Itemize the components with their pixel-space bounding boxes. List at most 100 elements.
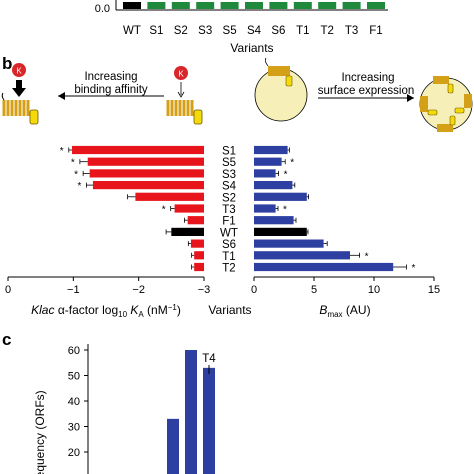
ka-bar-s3 [89,169,204,178]
c-bar [185,350,197,474]
top-strip-s6 [269,2,288,9]
top-category-s3: S3 [198,25,212,37]
variant-label-s2: S2 [222,192,236,204]
expression-arrow: Increasing surface expression [318,72,415,102]
top-strip-s2 [171,2,190,9]
ka-bar-f1 [187,216,204,225]
membrane-receptor-icon [1,92,39,125]
c-bars [167,350,215,474]
bmax-bar-s3 [254,169,276,178]
panel-b-label: b [2,54,12,73]
ka-label-part: −1 [168,303,178,312]
frequency-chart: 20 30 40 50 60 T4 Frequency (ORFs) [33,344,216,474]
top-category-wt: WT [123,25,141,37]
ka-significance-star: * [71,158,75,169]
ka-significance-star: * [74,169,78,180]
top-category-s6: S6 [271,25,285,37]
bmax-bar-t3 [254,204,276,213]
top-category-f1: F1 [369,25,382,37]
arrow-left-line2: binding affinity [74,84,148,96]
top-category-s4: S4 [247,25,262,37]
arrow-left-line1: Increasing [84,71,137,83]
top-strip-wt [123,2,141,9]
cell-surface-cartoon: Increasing surface expression [254,57,473,132]
variant-label-s1: S1 [222,146,236,158]
panel-c-label: c [2,330,11,349]
ka-label-part: A [138,310,144,319]
c-tick-label: 30 [68,422,80,434]
ka-bar-t2 [194,262,204,272]
arrow-right-line2: surface expression [318,85,415,97]
receptor-binding-cartoon: K K [1,63,203,125]
top-category-t3: T3 [345,25,358,37]
c-y-ticks: 20 30 40 50 60 [68,345,88,459]
variant-label-t2: T2 [222,263,235,275]
top-strip-s4 [245,2,263,9]
ka-bar-s1 [72,145,204,155]
ka-bar-s2 [135,192,204,201]
top-strip-t1 [293,2,312,9]
bmax-bars: ***** [254,145,415,274]
arrow-right-line1: Increasing [341,72,394,84]
ka-bar-s5 [87,157,204,166]
top-category-s5: S5 [223,25,237,37]
bmax-tick-label: 10 [368,284,380,296]
top-x-axis-label: Variants [230,41,273,55]
top-category-s1: S1 [149,25,163,37]
bmax-significance-star: * [365,251,369,262]
membrane-receptor-icon-2 [166,100,203,125]
bmax-bar-t1 [254,251,350,260]
ka-label-part: ) [177,303,181,317]
ka-bar-t1 [194,251,204,260]
variant-label-s5: S5 [222,157,236,169]
c-tick-label: 40 [68,396,80,408]
ka-significance-star: * [162,205,166,216]
bmax-label-part: (AU) [343,303,371,317]
top-category-t2: T2 [320,25,333,37]
svg-text:K: K [16,67,22,76]
ka-label-part: α-factor log [54,303,118,317]
ka-label-part: K [127,303,139,317]
bmax-label-part: B [319,303,327,317]
ka-label-part: Klac [31,303,54,317]
top-strip-f1 [367,2,385,9]
ka-significance-star: * [77,181,81,192]
c-tick-label: 50 [68,371,80,383]
bmax-bar-wt [254,227,307,236]
ka-bar-wt [171,227,204,236]
top-strip-t2 [318,2,337,9]
top-category-labels: WT S1 S2 S3 S5 S4 S6 T1 T2 T3 F1 [123,25,383,37]
ka-bar-s4 [92,181,204,190]
cell-icon-low [254,68,308,122]
top-panel: 0.0 WT S1 S2 S3 S5 S4 S6 T1 T2 T3 F1 Variants [95,0,388,55]
top-strip-s3 [196,2,215,9]
ka-x-axis-label: Klac α-factor log10 KA (nM−1) [31,303,181,319]
binding-affinity-arrow: Increasing binding affinity [58,71,164,100]
top-y-tick: 0.0 [95,3,110,15]
ka-tick-label: 0 [5,284,11,296]
ligand-k-icon-2 [174,66,188,80]
top-color-strips [123,2,385,9]
ka-bar-s6 [190,239,204,248]
top-strip-s5 [220,2,239,9]
bmax-label-part: max [327,310,342,319]
ka-tick-label: −3 [198,284,211,296]
bmax-bar-s6 [254,239,324,248]
variant-label-f1: F1 [222,216,235,228]
variant-label-s4: S4 [222,181,237,193]
variant-label-s6: S6 [222,239,236,251]
ligand-k-icon [12,63,26,77]
ka-x-ticks: 0 −1 −2 −3 [5,277,210,296]
bmax-bar-s1 [254,145,288,155]
c-y-axis-label: Frequency (ORFs) [33,390,47,474]
variant-label-t3: T3 [222,204,235,216]
top-category-t1: T1 [296,25,309,37]
binding-arrow-icon [12,80,26,97]
bmax-bar-t2 [254,262,394,272]
bmax-x-ticks: 0 5 10 15 [251,277,440,296]
bmax-bar-s5 [254,157,282,166]
bmax-significance-star: * [290,158,294,169]
bmax-tick-label: 0 [251,284,257,296]
